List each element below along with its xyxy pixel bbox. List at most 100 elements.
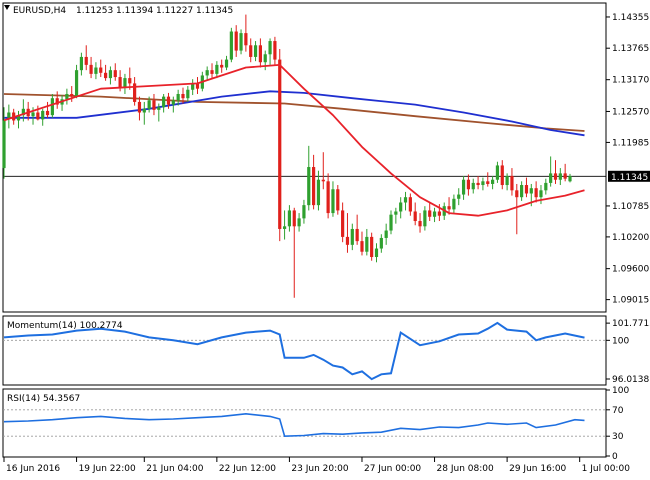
time-axis-label: 22 Jun 12:00 [219,464,276,474]
candle-body [307,167,311,206]
rsi-axis-label: 30 [612,432,624,442]
bull-candle [123,73,127,94]
bull-candle [142,101,146,125]
bull-candle [229,27,233,63]
bull-candle [374,243,379,263]
candle-body [374,248,379,258]
bull-candle [432,207,437,223]
price-axis-label: 1.09600 [612,265,649,275]
bull-candle [215,61,219,79]
bull-candle [239,29,243,55]
bull-candle [457,188,461,206]
rsi-axis: 100 70 30 0 [606,386,629,462]
price-axis-label: 1.11985 [612,138,649,148]
bull-candle [520,181,524,201]
header-close: 1.11345 [196,6,233,16]
price-panel [2,14,606,298]
candle-body [36,112,40,120]
candle-body [244,33,248,46]
candle-body [360,241,364,252]
candle-body [423,210,427,227]
candle-body [191,83,195,90]
candle-body [413,211,417,222]
candle-body [481,181,485,186]
candle-body [166,96,171,105]
bear-candle [428,202,432,222]
candle-body [408,197,412,212]
candle-body [65,93,69,100]
price-axis-label: 1.13170 [612,76,649,86]
candle-body [50,98,54,116]
rsi-line [3,412,585,438]
bear-candle [45,101,50,118]
momentum-axis-label: 96.0138 [612,375,649,385]
candle-body [563,173,567,179]
bear-candle [553,160,558,184]
candle-body [336,189,340,211]
candle-body [297,218,301,227]
candle-body [133,83,137,102]
candle-body [539,190,543,198]
bear-candle [408,193,412,216]
price-axis-label: 1.10785 [612,202,649,212]
candle-body [263,54,267,63]
bull-candle [495,161,500,183]
candle-body [103,72,108,79]
current-price-marker: 1.11345 [608,170,650,183]
candle-body [529,188,533,194]
bear-candle [89,56,93,79]
candle-body [55,98,59,105]
time-axis-label: 28 Jun 08:00 [437,464,494,474]
candle-body [558,173,562,180]
bull-candle [2,107,6,179]
momentum-line [3,321,585,381]
bull-candle [544,178,548,195]
candle-body [534,188,538,198]
bear-candle [510,168,514,196]
bear-candle [336,185,340,215]
price-axis-label: 1.12570 [612,107,649,117]
bear-candle [486,172,490,187]
bull-candle [186,86,190,102]
bull-candle [205,66,209,81]
bear-candle [534,181,538,203]
bull-candle [316,170,321,211]
candle-body [205,70,209,76]
bear-candle [258,38,262,68]
candle-body [399,202,403,212]
bear-candle [500,160,504,190]
bear-candle [278,48,282,242]
bull-candle [147,96,151,113]
candle-body [268,41,272,55]
bull-candle [94,62,98,80]
bull-candle [452,194,456,214]
bear-candle [515,183,519,235]
candle-body [326,181,330,214]
candle-body [128,78,132,84]
bear-candle [128,67,132,90]
bear-candle [210,63,214,80]
bull-candle [162,93,166,113]
candle-body [379,237,383,249]
bull-candle [191,79,195,96]
bull-candle [389,210,393,235]
bull-candle [399,197,403,219]
bull-candle [403,191,408,211]
candle-body [292,210,296,227]
candle-body [568,176,572,182]
candle-body [471,182,475,190]
price-axis-label: 1.09015 [612,296,649,306]
bull-candle [7,104,11,129]
header-high: 1.11394 [116,6,153,16]
momentum-axis-label: 100 [612,336,629,346]
candle-body [282,226,287,229]
current-price-tag [608,170,650,182]
candle-body [94,67,98,74]
bear-candle [447,197,451,215]
bear-candle [113,63,117,81]
momentum-axis: 101.7715 100 96.0138 [606,319,650,385]
rsi-panel-frame [2,388,607,458]
bull-candle [176,89,180,106]
candle-body [490,179,495,184]
candle-body [239,33,243,51]
